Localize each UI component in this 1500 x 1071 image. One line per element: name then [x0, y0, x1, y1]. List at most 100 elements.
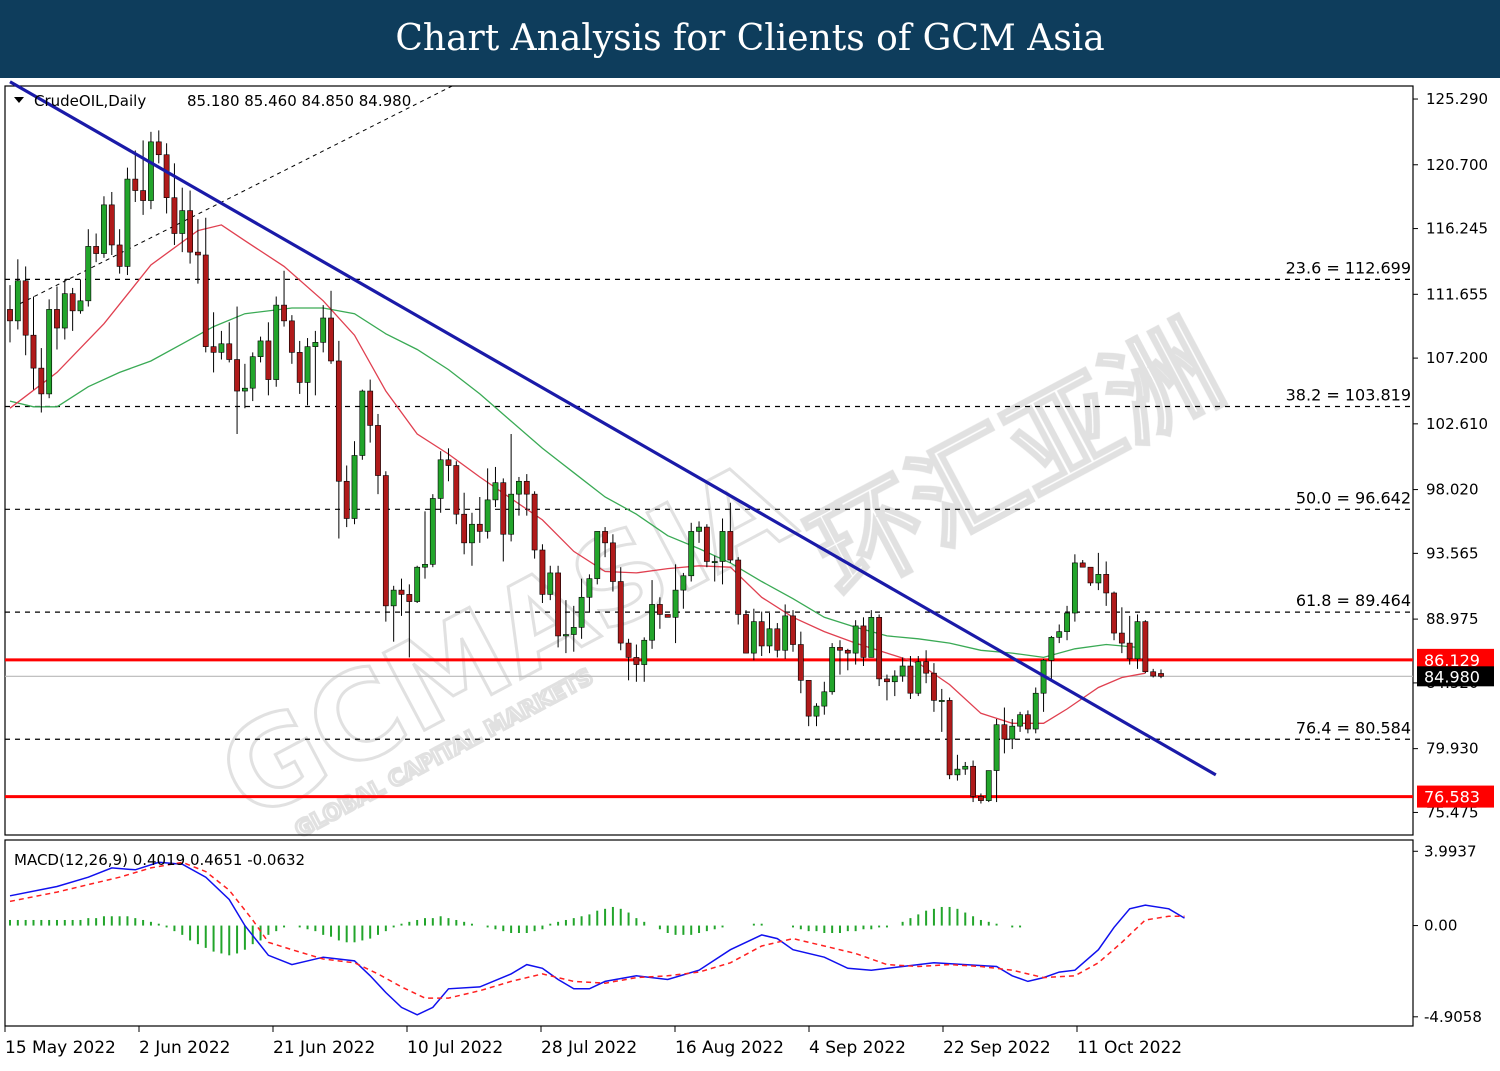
candle-body	[594, 531, 601, 579]
macd-line	[9, 861, 1185, 1016]
candle-body	[844, 649, 851, 654]
candle-body	[320, 317, 327, 343]
candle-body	[414, 566, 421, 602]
dropdown-triangle-icon[interactable]	[14, 97, 24, 103]
candle-body	[124, 178, 131, 267]
candle-body	[884, 678, 890, 683]
candle-body	[85, 246, 92, 302]
level-price-label: 76.583	[1424, 788, 1480, 807]
candle-body	[641, 639, 648, 665]
fib-level-label: 38.2 = 103.819	[1286, 386, 1411, 405]
candle-body	[547, 572, 554, 595]
candle-body	[938, 700, 945, 702]
candle-body	[962, 765, 969, 770]
descending-trendline	[9, 80, 1217, 777]
price-tick-label: 79.930	[1426, 740, 1479, 758]
macd-tick-label: -4.9058	[1424, 1008, 1482, 1026]
candle-body	[359, 390, 366, 456]
macd-tick-label: 0.00	[1424, 917, 1457, 935]
candle-body	[14, 280, 21, 322]
price-tick-label: 107.200	[1426, 349, 1488, 367]
price-tick-label: 120.700	[1426, 156, 1488, 174]
candle-body	[187, 210, 193, 253]
candle-body	[907, 665, 914, 694]
watermark: GCMASIA GLOBAL CAPITAL MARKETS 环汇亚洲	[197, 300, 1242, 850]
candle-body	[46, 309, 53, 395]
candle-body	[1025, 714, 1031, 730]
candle-body	[508, 493, 515, 535]
candle-body	[1056, 631, 1063, 638]
date-axis: 15 May 2022 2 Jun 2022 21 Jun 2022 10 Jul 2…	[4, 1026, 1182, 1058]
candle-body	[429, 498, 436, 565]
candle-body	[610, 542, 616, 582]
candle-body	[257, 340, 264, 357]
candle-body	[69, 293, 76, 312]
macd-signal-line	[9, 861, 1185, 999]
candle-body	[1111, 592, 1117, 634]
date-tick-label: 2 Jun 2022	[139, 1038, 230, 1058]
watermark-chinese: 环汇亚洲	[792, 301, 1241, 621]
trendline	[9, 80, 1217, 777]
candle-body	[1150, 671, 1157, 677]
candle-body	[868, 617, 875, 658]
candle-body	[1048, 637, 1055, 661]
candle-body	[790, 615, 796, 645]
candle-body	[672, 589, 679, 618]
candle-body	[821, 691, 828, 707]
candle-body	[978, 796, 984, 801]
candle-body	[555, 572, 561, 637]
candle-body	[195, 251, 201, 256]
candle-body	[249, 356, 256, 389]
candle-body	[1134, 621, 1141, 660]
price-tick-label: 116.245	[1426, 220, 1488, 238]
date-tick-label: 11 Oct 2022	[1077, 1038, 1182, 1058]
slow-moving-average	[9, 307, 1138, 659]
candle-body	[625, 642, 632, 658]
candle-body	[1142, 621, 1149, 673]
candle-body	[516, 480, 522, 495]
candle-body	[116, 244, 123, 267]
candle-body	[633, 657, 640, 665]
candle-body	[782, 615, 789, 651]
chart-header: CrudeOIL,Daily 85.180 85.460 84.850 84.9…	[14, 92, 411, 110]
candle-body	[539, 549, 546, 595]
candle-body	[649, 604, 655, 641]
candle-body	[148, 141, 154, 201]
candle-body	[312, 342, 319, 347]
candle-body	[210, 346, 217, 353]
candle-body	[234, 359, 240, 392]
candle-body	[735, 559, 742, 615]
candle-body	[915, 661, 922, 694]
candle-body	[586, 578, 593, 598]
candle-body	[22, 280, 29, 336]
crude-oil-chart: GCMASIA GLOBAL CAPITAL MARKETS 环汇亚洲 23.6…	[4, 80, 1494, 1058]
candle-body	[288, 320, 295, 353]
candle-body	[492, 482, 499, 501]
candle-body	[1087, 566, 1094, 584]
price-panel-frame	[4, 85, 1414, 836]
level-price-box	[1417, 785, 1494, 808]
macd-label: MACD(12,26,9) 0.4019 0.4651 -0.0632	[14, 851, 305, 869]
candle-body	[680, 575, 687, 591]
candle-body	[101, 204, 107, 254]
candle-body	[766, 628, 773, 647]
date-tick-label: 15 May 2022	[5, 1038, 116, 1058]
candle-body	[461, 513, 468, 544]
candle-body	[500, 482, 507, 535]
candle-body	[265, 340, 272, 380]
candle-body	[30, 334, 37, 369]
candle-body	[273, 304, 280, 380]
candle-body	[688, 531, 695, 577]
candle-body	[382, 475, 389, 607]
candle-body	[1118, 632, 1125, 644]
candle-body	[711, 561, 718, 563]
date-tick-label: 10 Jul 2022	[407, 1038, 503, 1058]
candle-body	[476, 523, 483, 532]
candle-body	[453, 465, 460, 515]
price-tick-label: 98.020	[1426, 481, 1479, 499]
fib-level-label: 50.0 = 96.642	[1296, 488, 1411, 507]
price-tick-label: 93.565	[1426, 544, 1479, 562]
chart-banner-title: Chart Analysis for Clients of GCM Asia	[0, 0, 1500, 78]
candle-body	[390, 589, 397, 607]
price-tick-label: 75.475	[1426, 803, 1479, 821]
